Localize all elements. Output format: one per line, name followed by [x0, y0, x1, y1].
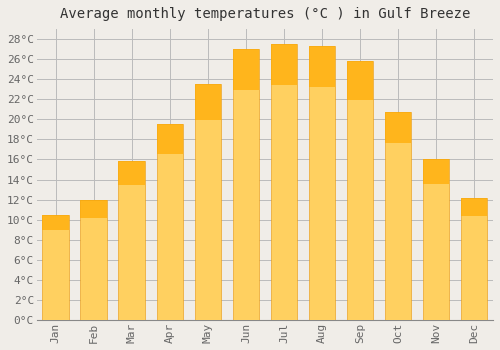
- Bar: [270, 44, 297, 85]
- Bar: [460, 198, 487, 216]
- Bar: [42, 215, 69, 320]
- Bar: [118, 161, 145, 320]
- Bar: [308, 46, 335, 87]
- Bar: [80, 199, 107, 218]
- Bar: [156, 124, 183, 154]
- Bar: [422, 160, 450, 183]
- Bar: [232, 49, 259, 320]
- Bar: [384, 112, 411, 320]
- Bar: [270, 44, 297, 320]
- Bar: [232, 49, 259, 90]
- Bar: [80, 199, 107, 320]
- Bar: [118, 161, 145, 185]
- Bar: [460, 198, 487, 320]
- Title: Average monthly temperatures (°C ) in Gulf Breeze: Average monthly temperatures (°C ) in Gu…: [60, 7, 470, 21]
- Bar: [42, 215, 69, 231]
- Bar: [346, 61, 374, 320]
- Bar: [422, 160, 450, 320]
- Bar: [308, 46, 335, 320]
- Bar: [156, 124, 183, 320]
- Bar: [194, 84, 221, 320]
- Bar: [194, 84, 221, 120]
- Bar: [384, 112, 411, 144]
- Bar: [346, 61, 374, 100]
